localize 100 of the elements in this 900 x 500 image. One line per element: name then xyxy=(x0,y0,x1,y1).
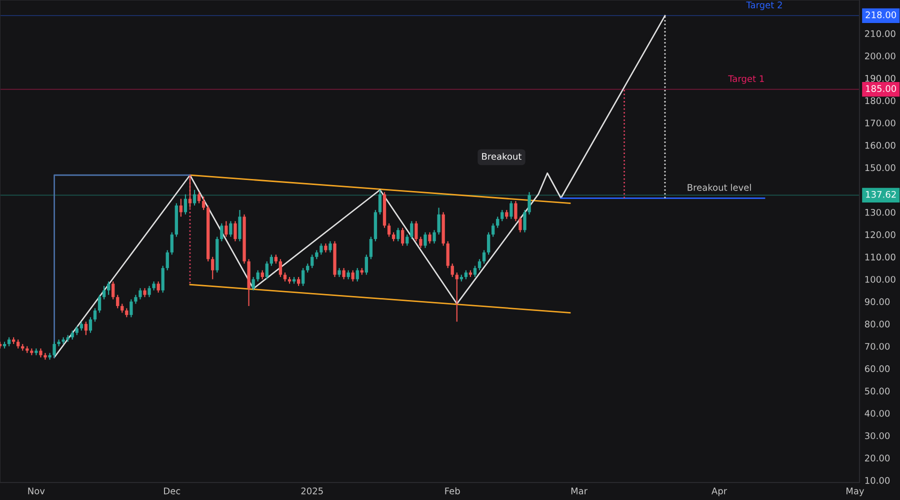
candlestick xyxy=(328,240,332,253)
ref-line-label: 137.62 xyxy=(866,190,896,198)
candlestick xyxy=(364,254,368,276)
candlestick xyxy=(234,220,237,242)
candlestick xyxy=(446,240,450,269)
candlestick xyxy=(148,285,151,298)
candlestick xyxy=(52,341,56,358)
candlestick xyxy=(369,236,373,260)
candlestick xyxy=(256,270,260,282)
candlestick xyxy=(106,280,110,296)
annotation: Target 2 xyxy=(746,2,782,10)
candlestick xyxy=(419,236,422,249)
candlestick xyxy=(396,227,400,242)
candlestick xyxy=(320,242,323,256)
candlestick xyxy=(406,234,409,246)
candlestick xyxy=(112,280,115,300)
candlestick xyxy=(424,232,427,249)
candlestick xyxy=(102,285,106,300)
candlestick xyxy=(482,250,486,264)
ref-line-label: 185.00 xyxy=(866,85,896,92)
y-tick-label: 130.00 xyxy=(865,208,896,216)
candlestick xyxy=(450,263,454,278)
y-tick-label: 80.00 xyxy=(864,320,890,328)
candlestick xyxy=(401,227,404,246)
candlestick xyxy=(188,174,192,208)
candlestick xyxy=(202,196,206,211)
y-tick-label: 40.00 xyxy=(864,410,890,417)
x-tick-label: Feb xyxy=(445,487,460,494)
candlestick xyxy=(161,265,164,294)
candlestick xyxy=(528,192,531,215)
y-tick-label: 170.00 xyxy=(865,120,896,126)
candlestick xyxy=(437,207,440,236)
candlestick xyxy=(351,270,354,282)
y-tick-label: 200.00 xyxy=(865,52,896,60)
candlestick xyxy=(84,321,88,336)
candlestick xyxy=(523,209,526,233)
candlestick xyxy=(473,265,477,278)
candlestick xyxy=(88,316,92,334)
candlestick xyxy=(270,254,274,266)
candlestick xyxy=(356,268,359,282)
y-tick-label: 100.00 xyxy=(865,276,896,283)
candlestick xyxy=(252,276,255,291)
candlestick xyxy=(197,192,201,204)
candlestick xyxy=(514,200,518,222)
candlestick xyxy=(138,288,142,300)
y-tick-label: 20.00 xyxy=(865,454,890,462)
candlestick xyxy=(184,194,188,215)
x-tick-label: Dec xyxy=(164,488,180,494)
y-tick-label: 50.00 xyxy=(865,388,890,394)
candlestick xyxy=(302,268,305,286)
y-tick-label: 60.00 xyxy=(864,365,890,372)
candlestick xyxy=(410,220,414,240)
candlestick xyxy=(265,260,268,280)
candlestick xyxy=(387,222,391,238)
candlestick xyxy=(428,232,432,244)
candlestick xyxy=(211,256,214,280)
candlestick xyxy=(179,198,183,218)
candlestick xyxy=(486,232,490,256)
candlestick xyxy=(496,216,500,228)
candlestick xyxy=(378,189,382,215)
y-tick-label: 150.00 xyxy=(865,164,896,172)
annotation: Breakout xyxy=(482,152,522,160)
candlestick xyxy=(432,230,436,244)
x-tick-label: Nov xyxy=(28,488,45,494)
candlestick xyxy=(518,216,522,233)
annotation: Target 1 xyxy=(728,75,764,84)
candlestick xyxy=(310,254,314,269)
candlestick xyxy=(220,222,224,242)
y-tick-label: 70.00 xyxy=(865,342,890,350)
candlestick xyxy=(342,268,346,280)
candlestick xyxy=(500,209,504,222)
candlestick xyxy=(166,250,169,271)
ref-line-label: 218.00 xyxy=(866,11,896,18)
candlestick xyxy=(224,220,228,238)
candlestick xyxy=(238,209,242,242)
y-tick-label: 160.00 xyxy=(865,142,896,149)
y-tick-label: 10.00 xyxy=(865,476,890,484)
candlestick xyxy=(510,200,513,220)
candlestick xyxy=(93,308,97,322)
candlestick xyxy=(98,294,102,314)
candlestick xyxy=(192,189,196,206)
x-tick-label: May xyxy=(846,488,864,496)
candlestick xyxy=(478,258,482,271)
x-tick-label: Apr xyxy=(712,488,728,496)
candlestick xyxy=(278,258,282,278)
y-tick-label: 180.00 xyxy=(865,97,896,104)
candlestick xyxy=(492,222,495,238)
y-tick-label: 110.00 xyxy=(865,254,896,260)
candlestick xyxy=(170,232,174,256)
candlestick xyxy=(116,294,120,309)
candlestick xyxy=(414,220,418,242)
candlestick xyxy=(229,220,232,238)
y-tick-label: 190.00 xyxy=(865,74,896,82)
x-tick-label: 2025 xyxy=(301,488,323,494)
annotation: Breakout level xyxy=(688,184,751,191)
y-tick-label: 120.00 xyxy=(865,231,896,238)
y-tick-label: 90.00 xyxy=(864,298,890,306)
y-tick-label: 30.00 xyxy=(865,432,890,440)
candlestick xyxy=(156,280,160,294)
y-tick-label: 210.00 xyxy=(865,30,896,38)
